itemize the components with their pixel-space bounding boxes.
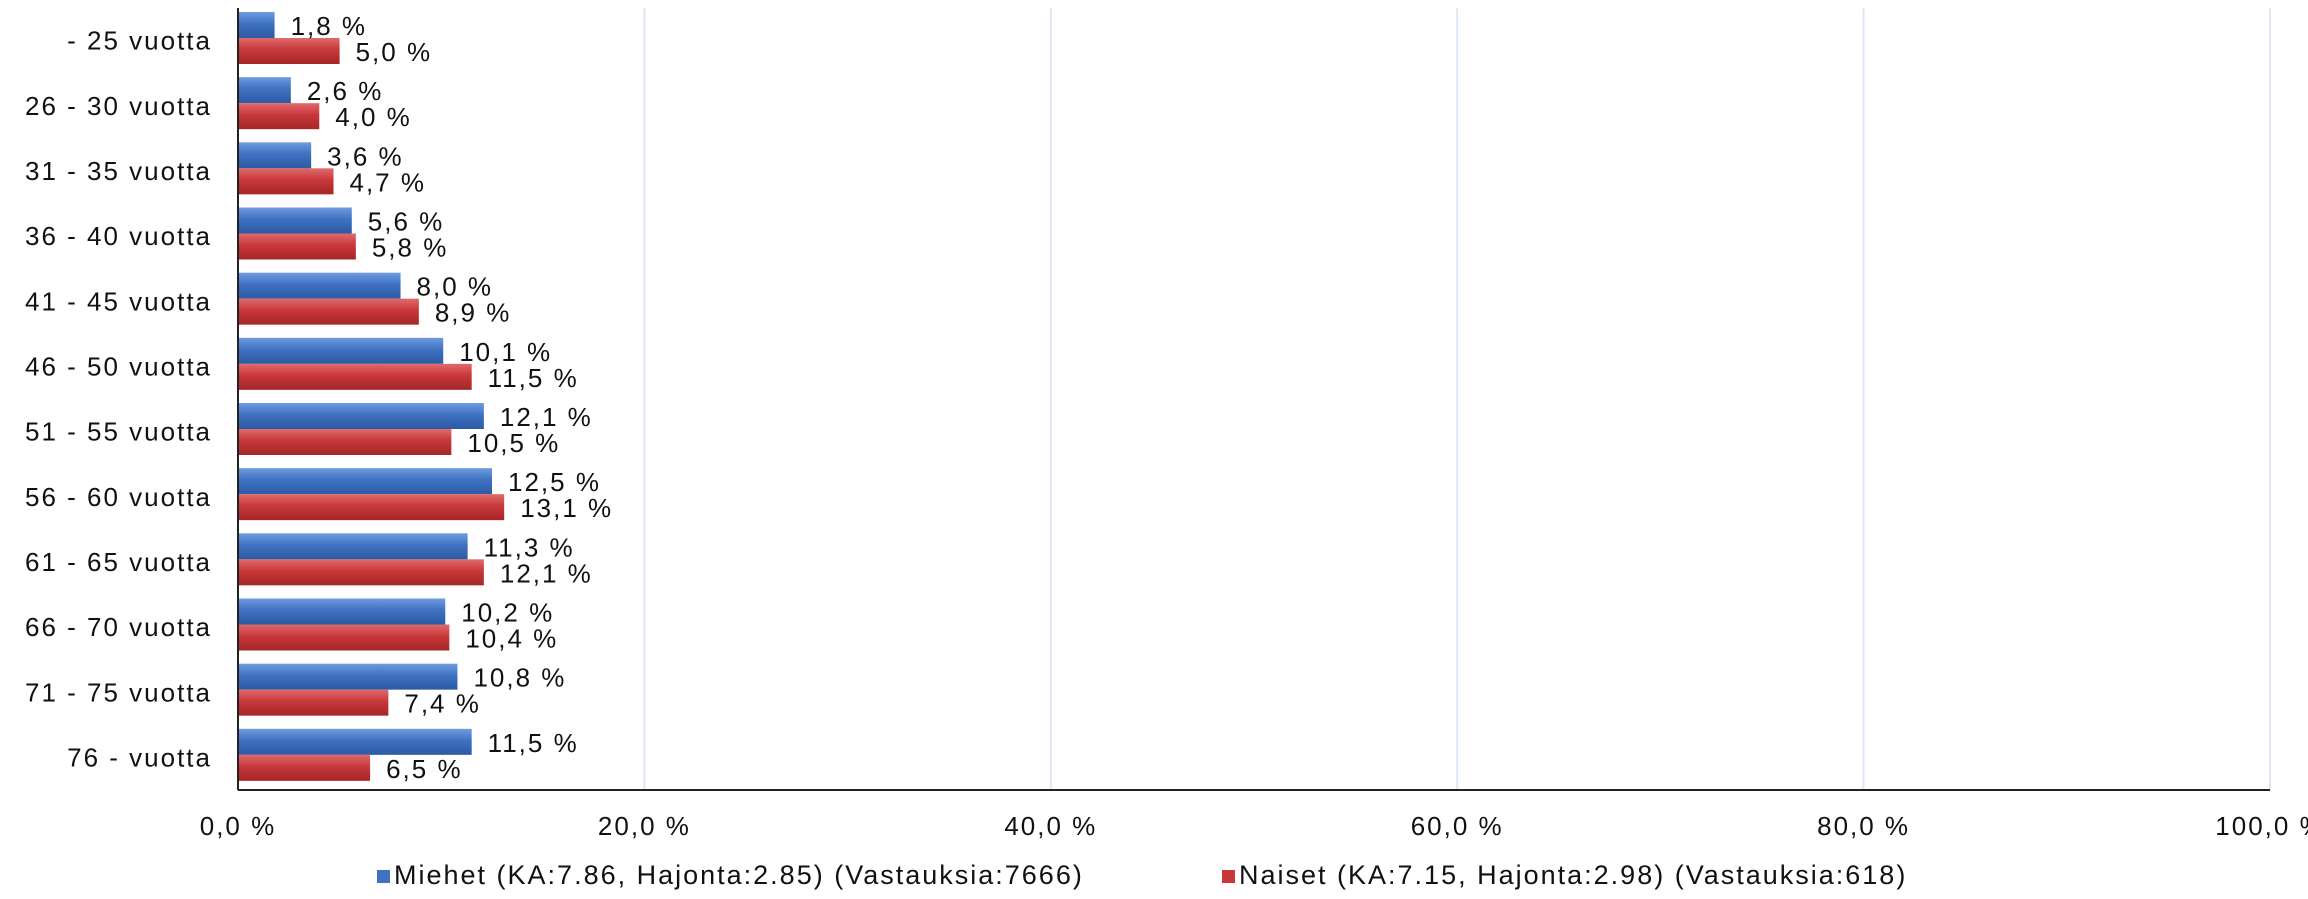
bar-miehet	[238, 77, 291, 104]
x-tick-label: 20,0 %	[598, 811, 691, 841]
axes: 0,0 % 20,0 % 40,0 % 60,0 % 80,0 % 100,0 %	[200, 8, 2308, 841]
data-label: 11,3 %	[484, 532, 575, 562]
category-label: 46 - 50 vuotta	[25, 351, 212, 381]
bar-miehet	[238, 337, 444, 364]
legend-swatch-miehet	[377, 870, 390, 883]
data-label: 3,6 %	[327, 141, 404, 171]
x-tick-label: 100,0 %	[2215, 811, 2308, 841]
bar-naiset	[238, 38, 340, 64]
legend-swatch-naiset	[1222, 870, 1235, 883]
category-label: - 25 vuotta	[67, 26, 212, 56]
data-label: 1,8 %	[291, 11, 368, 41]
category-label: 51 - 55 vuotta	[25, 417, 212, 447]
data-label: 4,7 %	[350, 167, 427, 197]
data-label: 13,1 %	[520, 493, 613, 523]
x-tick-label: 60,0 %	[1411, 811, 1504, 841]
bar-naiset	[238, 494, 505, 521]
bar-miehet	[238, 142, 312, 169]
category-label: 26 - 30 vuotta	[25, 91, 212, 121]
bar-naiset	[238, 624, 450, 651]
category-label: 36 - 40 vuotta	[25, 221, 212, 251]
bar-miehet	[238, 403, 484, 429]
bar-naiset	[238, 298, 419, 325]
data-label: 12,5 %	[508, 467, 601, 497]
bars	[238, 12, 505, 781]
data-label: 7,4 %	[404, 689, 481, 719]
bar-miehet	[238, 533, 468, 560]
data-label: 4,0 %	[335, 102, 412, 132]
data-label: 10,1 %	[459, 337, 552, 367]
legend-label-naiset: Naiset (KA:7.15, Hajonta:2.98) (Vastauks…	[1239, 860, 1907, 890]
bar-naiset	[238, 754, 371, 781]
data-label: 10,2 %	[461, 598, 554, 628]
category-label: 71 - 75 vuotta	[25, 677, 212, 707]
bar-miehet	[238, 663, 458, 690]
bar-miehet	[238, 598, 446, 625]
x-tick-label: 80,0 %	[1817, 811, 1910, 841]
bar-naiset	[238, 363, 472, 390]
data-label: 5,0 %	[356, 37, 433, 67]
bar-naiset	[238, 429, 452, 455]
category-label: 56 - 60 vuotta	[25, 482, 212, 512]
bar-naiset	[238, 689, 389, 716]
data-label: 10,8 %	[473, 663, 566, 693]
category-label: 76 - vuotta	[67, 742, 212, 772]
data-label: 5,6 %	[368, 207, 445, 237]
category-label: 61 - 65 vuotta	[25, 547, 212, 577]
category-label: 31 - 35 vuotta	[25, 156, 212, 186]
legend-label-miehet: Miehet (KA:7.86, Hajonta:2.85) (Vastauks…	[394, 860, 1084, 890]
data-label: 10,4 %	[465, 624, 558, 654]
data-label: 6,5 %	[386, 754, 463, 784]
data-label: 8,0 %	[417, 272, 494, 302]
bar-miehet	[238, 12, 275, 38]
data-label: 11,5 %	[488, 728, 579, 758]
category-label: 66 - 70 vuotta	[25, 612, 212, 642]
labels: 1,8 %5,0 % - 25 vuotta 2,6 %4,0 % 26 - 30 v…	[25, 11, 613, 784]
gridlines	[643, 8, 2271, 790]
data-label: 11,5 %	[488, 363, 579, 393]
bar-miehet	[238, 272, 401, 299]
data-label: 2,6 %	[307, 76, 384, 106]
bar-naiset	[238, 168, 334, 195]
data-label: 12,1 %	[500, 402, 593, 432]
data-label: 12,1 %	[500, 558, 593, 588]
data-label: 5,8 %	[372, 233, 449, 263]
category-label: 41 - 45 vuotta	[25, 286, 212, 316]
legend: Miehet (KA:7.86, Hajonta:2.85) (Vastauks…	[377, 860, 1907, 890]
bar-miehet	[238, 728, 472, 755]
bar-naiset	[238, 103, 320, 130]
bar-miehet	[238, 207, 352, 234]
x-tick-label: 0,0 %	[200, 811, 277, 841]
data-label: 10,5 %	[467, 428, 560, 458]
data-label: 8,9 %	[435, 298, 512, 328]
bar-miehet	[238, 468, 492, 495]
bar-naiset	[238, 233, 356, 260]
x-tick-label: 40,0 %	[1004, 811, 1097, 841]
bar-naiset	[238, 559, 484, 586]
